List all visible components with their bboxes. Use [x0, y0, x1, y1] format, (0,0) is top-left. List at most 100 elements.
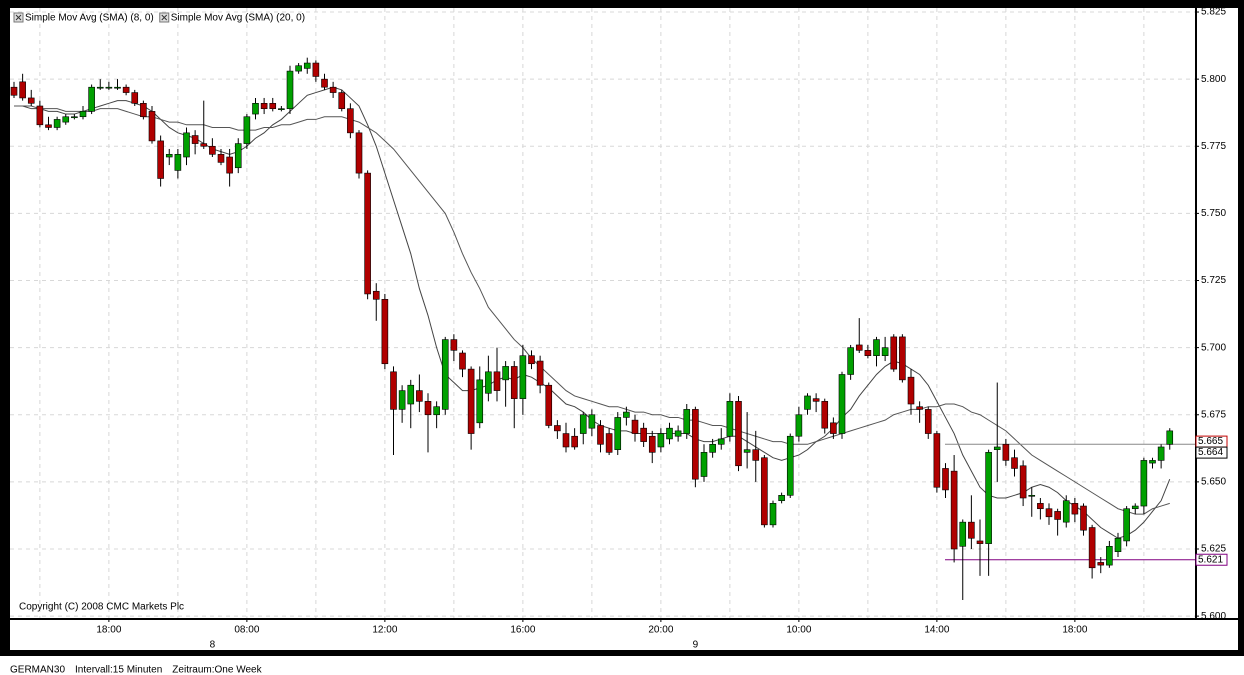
y-tick-label: 5.800: [1201, 74, 1226, 85]
candle-body: [571, 435, 578, 448]
candle-body: [27, 97, 35, 104]
candle-body: [485, 371, 492, 394]
candle-body: [183, 132, 190, 158]
candle-body: [812, 398, 820, 402]
legend-label: Simple Mov Avg (SMA) (8, 0): [25, 13, 154, 24]
candle-body: [562, 433, 570, 448]
candle-body: [1140, 460, 1148, 507]
x-tick-label: 12:00: [372, 625, 397, 636]
candle-body: [165, 154, 173, 158]
candle-body: [191, 135, 199, 144]
x-tick-label: 18:00: [96, 625, 121, 636]
y-axis-area: [1197, 8, 1238, 618]
candle-body: [933, 433, 941, 488]
candle-body: [226, 156, 233, 174]
candle-body: [855, 344, 863, 351]
candle-body: [321, 78, 328, 88]
candle-body: [1149, 460, 1156, 464]
y-tick-label: 5.675: [1201, 409, 1226, 420]
candle-body: [648, 435, 656, 453]
candle-body: [864, 350, 872, 356]
candle-body: [1019, 465, 1027, 499]
x-tick-label: 18:00: [1062, 625, 1087, 636]
candle-body: [372, 290, 380, 300]
y-tick-label: 5.750: [1201, 208, 1226, 219]
x-tick-label: 10:00: [786, 625, 811, 636]
candle-body: [424, 401, 432, 416]
candle-body: [597, 425, 604, 445]
candle-body: [1166, 430, 1174, 445]
candle-body: [554, 425, 561, 432]
price-marker-label: 5.665: [1198, 436, 1223, 447]
y-tick-label: 5.700: [1201, 342, 1226, 353]
x-axis-area: [10, 620, 1238, 650]
candle-body: [36, 105, 44, 126]
candle-body: [502, 366, 509, 381]
candle-body: [950, 470, 958, 550]
candle-body: [416, 390, 423, 402]
candle-body: [993, 446, 1001, 450]
candle-body: [1157, 446, 1165, 461]
candle-body: [985, 452, 992, 544]
candle-body: [19, 81, 26, 99]
candles: [10, 57, 1174, 601]
candle-body: [381, 299, 389, 365]
candle-body: [735, 401, 742, 467]
candle-body: [278, 108, 285, 110]
candle-body: [329, 86, 337, 93]
candle-body: [640, 427, 647, 442]
candle-body: [907, 376, 915, 405]
candle-body: [433, 406, 440, 416]
candle-body: [519, 355, 527, 399]
candle-body: [631, 419, 639, 434]
candle-body: [131, 92, 139, 104]
candle-body: [71, 116, 78, 119]
candle-body: [545, 384, 553, 426]
candle-body: [157, 140, 164, 179]
candle-body: [312, 62, 320, 77]
sma-line: [14, 105, 1170, 515]
candle-body: [761, 457, 768, 526]
candle-body: [666, 427, 673, 440]
candle-body: [1131, 505, 1139, 510]
candle-body: [1097, 562, 1105, 566]
candle-body: [96, 86, 104, 89]
day-label: 9: [693, 640, 699, 651]
candle-body: [1123, 508, 1130, 542]
candle-body: [536, 360, 544, 386]
candle-body: [821, 401, 829, 429]
legend-label: Simple Mov Avg (SMA) (20, 0): [171, 13, 305, 24]
candle-body: [959, 521, 967, 547]
candle-body: [769, 503, 777, 526]
candle-body: [347, 108, 354, 134]
candle-body: [692, 409, 699, 480]
footer-text: GERMAN30: [10, 665, 65, 675]
candle-body: [795, 414, 803, 437]
candle-body: [364, 172, 371, 295]
candle-body: [1002, 443, 1010, 461]
candle-body: [10, 86, 18, 96]
footer-text: Intervall:15 Minuten: [75, 665, 162, 675]
candle-body: [407, 384, 415, 405]
candle-body: [45, 124, 52, 128]
candle-body: [881, 347, 889, 356]
candle-body: [579, 414, 587, 434]
candle-body: [1037, 503, 1044, 510]
candle-body: [778, 495, 785, 501]
day-label: 8: [210, 640, 216, 651]
candle-body: [786, 435, 794, 496]
legend-icon-x: [15, 14, 22, 21]
legend: Simple Mov Avg (SMA) (8, 0) Simple Mov Av…: [13, 12, 305, 24]
candle-body: [148, 111, 156, 142]
footer-text: Zeitraum:One Week: [172, 665, 262, 675]
candle-body: [390, 371, 397, 410]
candle-body: [674, 430, 682, 437]
candle-body: [1028, 495, 1036, 497]
x-tick-label: 08:00: [234, 625, 259, 636]
plot-area: [10, 8, 1195, 618]
price-marker-box: [1195, 553, 1228, 566]
x-tick-label: 16:00: [510, 625, 535, 636]
candle-body: [873, 339, 880, 356]
candle-body: [476, 379, 484, 424]
